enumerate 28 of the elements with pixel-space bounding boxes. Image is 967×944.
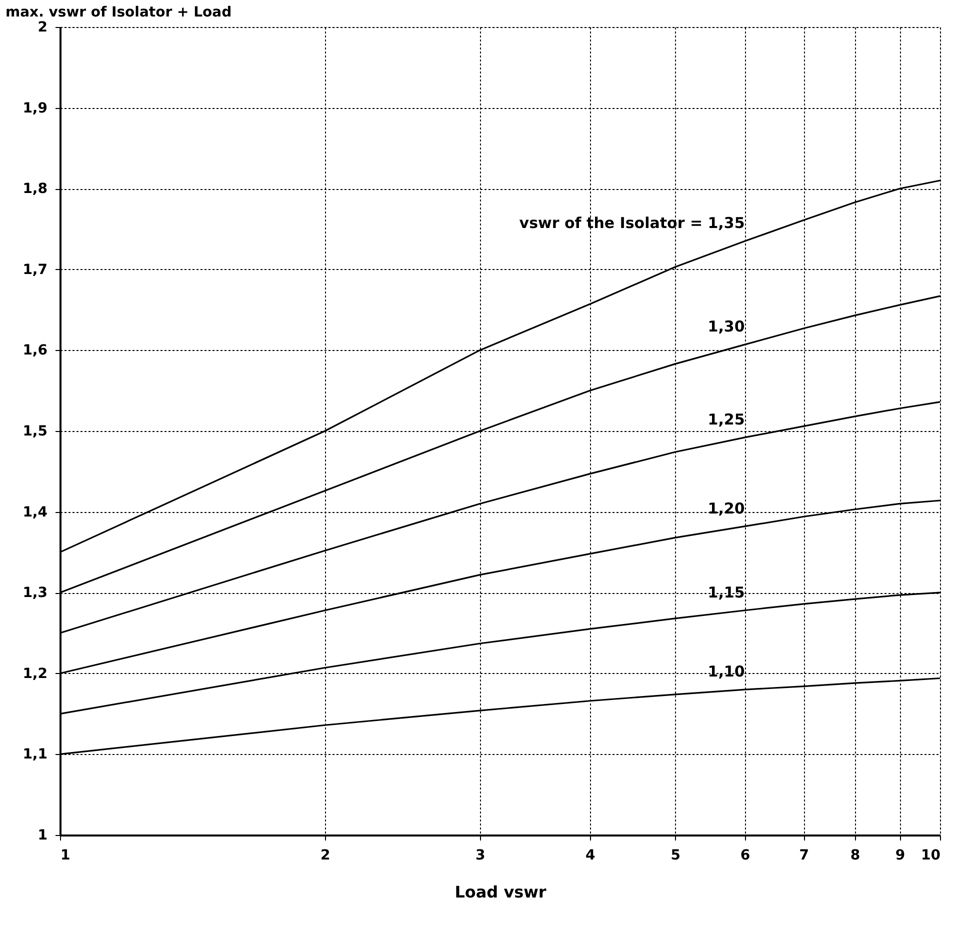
series-label: 1,30 — [708, 318, 745, 336]
series-label: 1,10 — [708, 662, 745, 681]
x-tick-label: 1 — [60, 848, 70, 864]
x-tick-label: 9 — [895, 848, 906, 864]
x-tick-label: 8 — [850, 848, 860, 864]
y-tick-label: 1,3 — [22, 585, 48, 602]
x-tick-label: 5 — [670, 848, 680, 864]
y-tick-label: 1,6 — [22, 342, 48, 359]
series-label: 1,15 — [708, 583, 745, 602]
y-tick-label: 2 — [38, 20, 48, 36]
y-tick-label: 1 — [38, 828, 48, 844]
y-tick-label: 1,1 — [22, 746, 48, 763]
y-tick-label: 1,5 — [22, 424, 48, 440]
x-tick-label: 6 — [740, 848, 750, 864]
series-label: vswr of the Isolator = 1,35 — [519, 214, 745, 232]
series-label: 1,25 — [708, 410, 745, 428]
x-tick-label: 4 — [585, 848, 596, 864]
x-tick-label: 2 — [320, 848, 330, 864]
y-tick-label: 1,9 — [22, 100, 48, 116]
y-tick-label: 1,2 — [22, 666, 48, 682]
x-tick-label: 3 — [475, 848, 486, 864]
x-tick-label: 7 — [799, 848, 810, 864]
x-tick-label: 10 — [921, 848, 941, 864]
y-tick-label: 1,4 — [22, 504, 48, 520]
y-tick-label: 1,7 — [22, 262, 48, 278]
y-tick-label: 1,8 — [22, 181, 48, 198]
y-axis-title: max. vswr of Isolator + Load — [6, 4, 232, 20]
x-axis-title: Load vswr — [454, 882, 546, 902]
